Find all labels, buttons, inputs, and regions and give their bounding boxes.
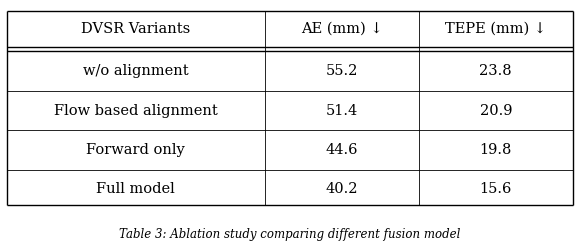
Text: 23.8: 23.8 <box>480 64 512 78</box>
Text: 20.9: 20.9 <box>480 103 512 118</box>
Text: 55.2: 55.2 <box>325 64 358 78</box>
Text: w/o alignment: w/o alignment <box>83 64 188 78</box>
Text: Forward only: Forward only <box>86 143 185 157</box>
Text: DVSR Variants: DVSR Variants <box>81 22 190 36</box>
Text: AE (mm) ↓: AE (mm) ↓ <box>300 22 382 36</box>
Text: 15.6: 15.6 <box>480 182 512 196</box>
Text: Table 3: Ablation study comparing different fusion model: Table 3: Ablation study comparing differ… <box>119 228 461 241</box>
Text: Full model: Full model <box>96 182 175 196</box>
Text: 51.4: 51.4 <box>325 103 358 118</box>
Text: 44.6: 44.6 <box>325 143 358 157</box>
Text: 19.8: 19.8 <box>480 143 512 157</box>
Text: 40.2: 40.2 <box>325 182 358 196</box>
Text: Flow based alignment: Flow based alignment <box>54 103 218 118</box>
Text: TEPE (mm) ↓: TEPE (mm) ↓ <box>445 22 546 36</box>
